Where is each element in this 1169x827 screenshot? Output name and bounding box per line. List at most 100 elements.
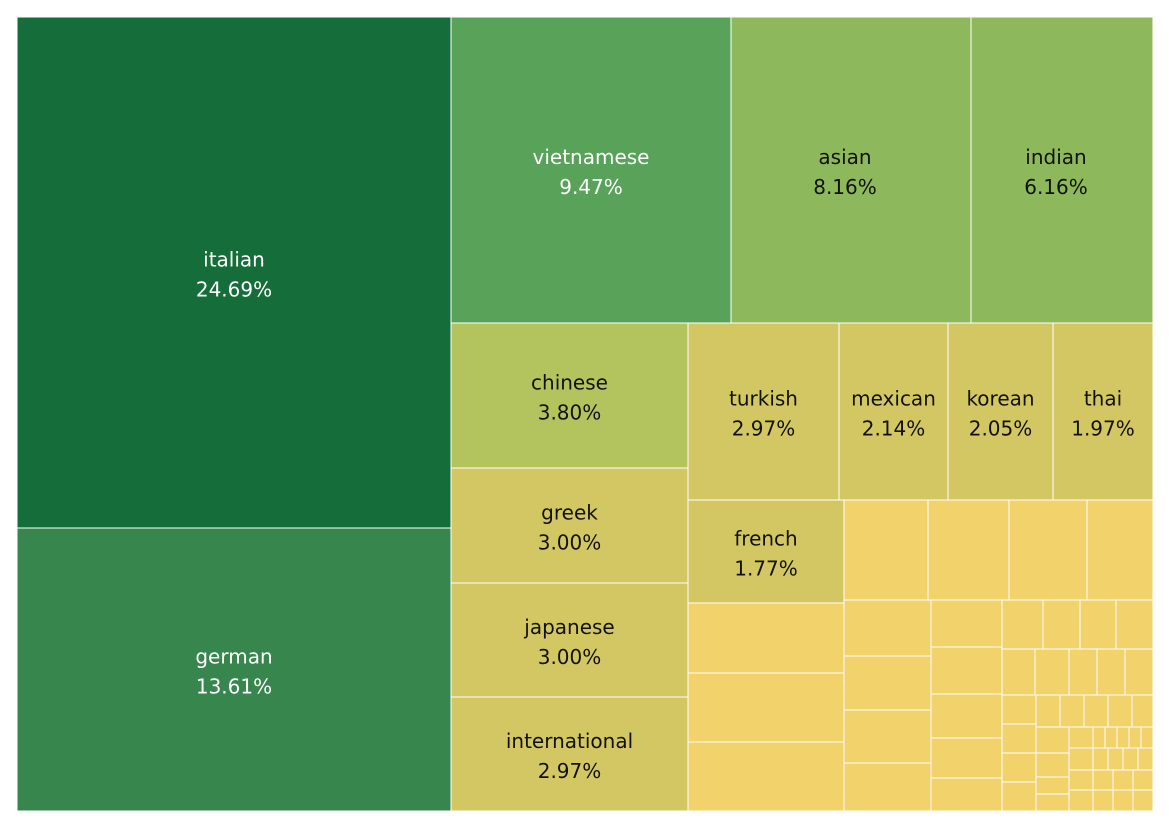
cell-label-international: international [506, 729, 633, 753]
treemap-cell-international [450, 696, 689, 812]
treemap-cell-small [930, 693, 1003, 739]
treemap-cell-small [1034, 648, 1070, 696]
cell-label-asian: asian [818, 145, 871, 169]
cell-value-korean: 2.05% [969, 417, 1033, 441]
treemap-cell-turkish [687, 322, 840, 501]
treemap-cell-small [927, 499, 1010, 601]
treemap-cell-small [1104, 726, 1118, 749]
treemap-cell-small [687, 602, 845, 674]
treemap-cell-vietnamese [450, 16, 732, 324]
treemap-cell-italian [16, 16, 452, 529]
cell-label-french: french [734, 527, 797, 551]
treemap-cell-small [687, 672, 845, 743]
treemap-cell-small [1042, 599, 1081, 650]
treemap-cell-small [1068, 747, 1094, 771]
treemap-cell-small [1092, 747, 1109, 771]
cell-value-greek: 3.00% [538, 531, 602, 555]
treemap-cell-small [1115, 599, 1154, 650]
treemap-cell-small [1035, 694, 1061, 728]
cell-label-thai: thai [1084, 387, 1122, 411]
treemap-cell-small [1122, 747, 1139, 771]
treemap-cell-small [1132, 769, 1154, 791]
treemap-cell-small [1035, 776, 1070, 795]
treemap-cell-small [1035, 726, 1070, 754]
treemap-cell-small [843, 655, 932, 711]
treemap-cell-small [1116, 726, 1130, 749]
treemap-cell-thai [1052, 322, 1154, 501]
cell-value-thai: 1.97% [1071, 417, 1135, 441]
treemap-cell-small [1035, 793, 1070, 812]
treemap-cell-small [843, 499, 929, 601]
treemap-cell-small [1001, 694, 1037, 725]
treemap-cell-small [1107, 747, 1124, 771]
treemap-cell-small [1131, 694, 1154, 728]
cell-label-vietnamese: vietnamese [533, 145, 650, 169]
cell-label-german: german [195, 645, 272, 669]
cell-value-german: 13.61% [196, 675, 272, 699]
treemap-cell-mexican [838, 322, 949, 501]
cell-label-italian: italian [203, 248, 265, 272]
treemap-cell-small [1107, 694, 1133, 728]
treemap-cell-small [1137, 747, 1154, 771]
treemap-cell-small [843, 762, 932, 812]
cell-value-italian: 24.69% [196, 278, 272, 302]
treemap-cell-small [843, 599, 932, 657]
treemap-cell-japanese [450, 582, 689, 698]
treemap-cell-small [1092, 769, 1114, 791]
cell-label-turkish: turkish [729, 387, 798, 411]
cell-value-mexican: 2.14% [862, 417, 926, 441]
treemap-cell-chinese [450, 322, 689, 469]
treemap-cell-small [930, 599, 1003, 648]
treemap-cell-small [1001, 752, 1037, 783]
treemap-cell-small [930, 777, 1003, 812]
cell-value-turkish: 2.97% [732, 417, 796, 441]
treemap-cell-small [1092, 726, 1106, 749]
cell-value-japanese: 3.00% [538, 645, 602, 669]
cell-label-korean: korean [966, 387, 1034, 411]
treemap-cell-small [1001, 723, 1037, 754]
treemap-cell-indian [970, 16, 1154, 324]
treemap-cell-small [1083, 694, 1109, 728]
cell-label-indian: indian [1025, 145, 1086, 169]
treemap-cell-small [1112, 789, 1134, 812]
treemap-cell-small [1079, 599, 1117, 650]
cell-value-french: 1.77% [734, 557, 798, 581]
treemap-cell-asian [730, 16, 972, 324]
treemap-cell-small [1068, 726, 1094, 749]
treemap-cell-small [843, 709, 932, 764]
treemap-cell-small [1068, 789, 1094, 812]
treemap-cell-small [1035, 752, 1070, 778]
treemap-cell-french [687, 499, 845, 604]
treemap-cell-small [687, 741, 845, 812]
treemap-cell-small [1128, 726, 1142, 749]
treemap-cell-small [930, 737, 1003, 779]
cell-value-international: 2.97% [538, 759, 602, 783]
treemap-cell-small [1092, 789, 1114, 812]
treemap-cell-small [1124, 648, 1154, 696]
treemap-cell-small [1096, 648, 1126, 696]
cell-label-greek: greek [541, 501, 598, 525]
treemap-cell-korean [947, 322, 1054, 501]
treemap-cell-small [1140, 726, 1154, 749]
treemap-cell-small [1001, 648, 1036, 696]
treemap-cell-small [1132, 789, 1154, 812]
treemap-cell-small [930, 646, 1003, 695]
cell-value-chinese: 3.80% [538, 401, 602, 425]
treemap-cell-small [1112, 769, 1134, 791]
cell-value-asian: 8.16% [813, 175, 877, 199]
treemap-cell-small [1001, 599, 1044, 650]
cell-value-indian: 6.16% [1024, 175, 1088, 199]
treemap-cell-small [1001, 781, 1037, 812]
treemap-cell-german [16, 527, 452, 812]
cell-label-japanese: japanese [523, 615, 614, 639]
cell-value-vietnamese: 9.47% [559, 175, 623, 199]
cell-label-mexican: mexican [851, 387, 936, 411]
treemap-cell-small [1059, 694, 1085, 728]
treemap-cell-small [1008, 499, 1088, 601]
treemap-cell-greek [450, 467, 689, 584]
treemap-cell-small [1068, 769, 1094, 791]
cell-label-chinese: chinese [531, 371, 608, 395]
treemap-cell-small [1086, 499, 1154, 601]
treemap-cell-small [1068, 648, 1098, 696]
